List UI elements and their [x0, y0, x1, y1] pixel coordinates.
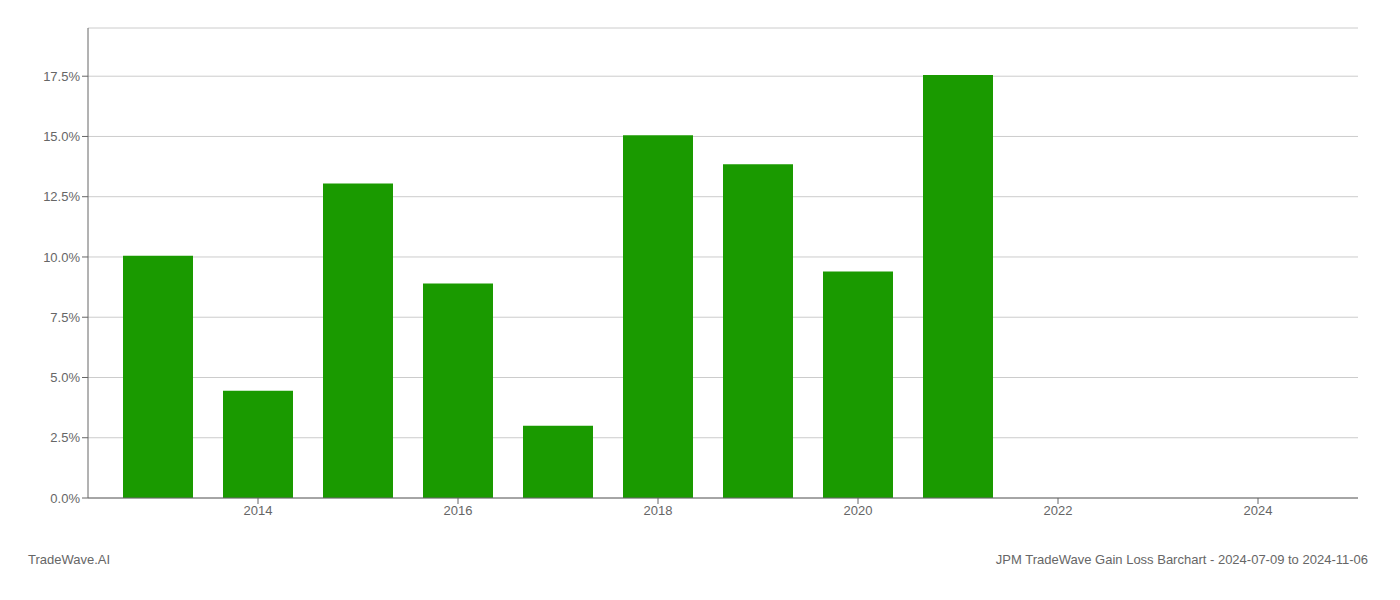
svg-text:12.5%: 12.5% [43, 189, 80, 204]
svg-text:0.0%: 0.0% [50, 491, 80, 506]
svg-text:2020: 2020 [844, 503, 873, 518]
svg-text:17.5%: 17.5% [43, 69, 80, 84]
svg-text:5.0%: 5.0% [50, 370, 80, 385]
svg-text:2016: 2016 [444, 503, 473, 518]
svg-text:2018: 2018 [644, 503, 673, 518]
svg-text:7.5%: 7.5% [50, 310, 80, 325]
svg-text:15.0%: 15.0% [43, 129, 80, 144]
svg-text:10.0%: 10.0% [43, 250, 80, 265]
html-text:TradeWave.AI: TradeWave.AI [28, 552, 111, 567]
svg-text:2024: 2024 [1244, 503, 1273, 518]
svg-text:2014: 2014 [244, 503, 273, 518]
svg-text:2.5%: 2.5% [50, 430, 80, 445]
svg-text:2022: 2022 [1044, 503, 1073, 518]
html-text:JPM TradeWave Gain Loss Barcha: JPM TradeWave Gain Loss Barchart - 2024-… [995, 552, 1368, 567]
